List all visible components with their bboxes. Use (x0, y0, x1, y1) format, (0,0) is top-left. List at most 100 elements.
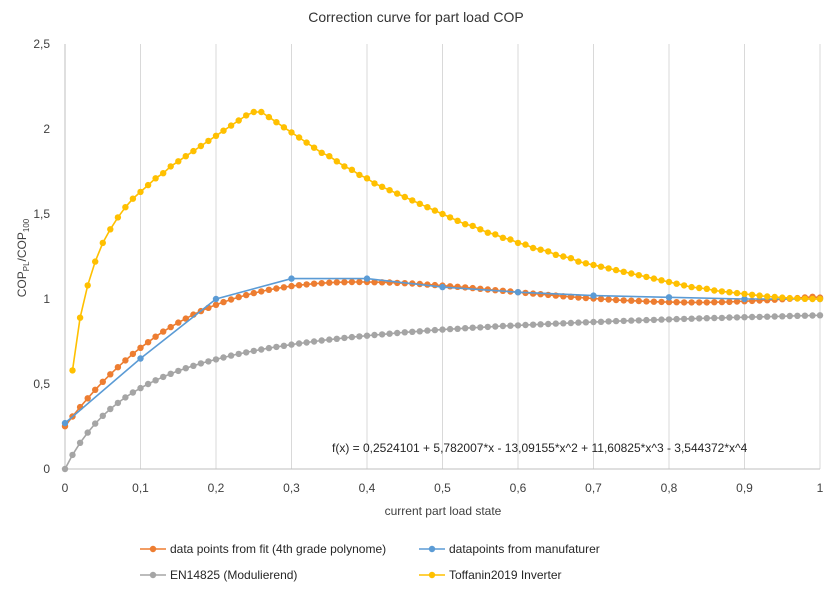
data-point (220, 298, 227, 306)
data-point (356, 171, 363, 179)
data-point (741, 290, 748, 298)
data-point (643, 298, 650, 305)
data-point (363, 175, 371, 182)
data-point (816, 295, 824, 303)
data-point (310, 144, 318, 151)
data-point (378, 183, 386, 190)
data-point (107, 226, 114, 233)
data-point (348, 166, 356, 173)
data-point (529, 244, 537, 252)
data-point (529, 321, 537, 328)
data-point (696, 315, 703, 322)
legend-entry: Toffanin2019 Inverter (419, 568, 562, 582)
data-point (545, 248, 552, 255)
data-point (741, 295, 748, 303)
data-point (258, 288, 265, 295)
data-point (303, 339, 310, 346)
data-point (605, 265, 612, 272)
data-point (76, 314, 84, 321)
x-tick-label: 0,8 (661, 481, 678, 495)
data-point (711, 299, 718, 306)
data-point (212, 132, 220, 139)
data-point (341, 163, 348, 170)
data-point (590, 292, 597, 299)
data-point (152, 333, 159, 340)
data-point (552, 251, 559, 258)
data-point (129, 389, 137, 396)
data-point (84, 395, 91, 402)
data-point (250, 347, 257, 355)
data-point (190, 147, 197, 155)
legend-label: EN14825 (Modulierend) (170, 568, 297, 582)
data-point (612, 317, 620, 325)
data-point (801, 312, 809, 319)
data-point (265, 286, 273, 293)
data-point (582, 319, 590, 326)
data-point (703, 315, 710, 322)
data-point (635, 297, 642, 305)
data-point (582, 260, 590, 267)
data-point (680, 299, 688, 306)
x-tick-label: 0,1 (132, 481, 149, 495)
data-point (182, 153, 189, 160)
series-layer (61, 108, 824, 473)
data-point (567, 319, 575, 327)
data-point (635, 317, 642, 324)
data-point (688, 283, 695, 291)
data-point (545, 320, 552, 328)
data-point (673, 280, 680, 287)
data-point (733, 289, 741, 297)
data-point (628, 270, 635, 277)
data-point (439, 326, 446, 333)
x-tick-label: 0,5 (434, 481, 451, 495)
legend-entry: EN14825 (Modulierend) (140, 568, 297, 582)
data-point (401, 193, 408, 201)
data-point (673, 315, 680, 323)
data-point (250, 108, 257, 116)
data-point (288, 282, 295, 290)
y-tick-label: 2,5 (33, 37, 50, 51)
data-point (84, 282, 91, 289)
y-tick-label: 2 (43, 122, 50, 136)
data-point (484, 323, 491, 331)
data-point (137, 355, 144, 362)
data-point (612, 266, 620, 274)
x-tick-label: 0,3 (283, 481, 300, 495)
data-point (348, 333, 356, 341)
data-point (333, 279, 340, 286)
data-point (69, 451, 76, 459)
data-point (326, 279, 333, 286)
data-point (635, 272, 642, 279)
data-point (484, 229, 491, 236)
data-point (152, 175, 159, 182)
data-point (567, 255, 575, 262)
data-point (99, 378, 107, 385)
data-point (718, 314, 726, 322)
data-point (341, 334, 348, 342)
y-axis-title-mid: /COP (15, 232, 29, 261)
data-point (212, 295, 220, 303)
y-axis-title: COPPL/COP100 (15, 218, 31, 297)
data-point (794, 312, 801, 319)
data-point (295, 134, 303, 141)
data-point (160, 328, 167, 335)
x-axis-title: current part load state (385, 504, 502, 518)
series-toffanin2019-inverter (69, 108, 824, 374)
data-point (575, 294, 582, 301)
data-point (801, 295, 809, 302)
data-point (92, 258, 99, 265)
data-point (273, 285, 280, 292)
data-point (318, 280, 325, 287)
data-point (446, 214, 454, 221)
data-point (137, 384, 144, 392)
data-point (175, 319, 182, 326)
data-point (771, 313, 778, 320)
data-point (129, 350, 137, 358)
data-point (371, 279, 378, 286)
y-tick-labels: 0 0,5 1 1,5 2 2,5 (33, 37, 50, 476)
data-point (356, 333, 363, 340)
data-point (658, 298, 665, 306)
data-point (612, 296, 620, 304)
data-point (99, 239, 107, 247)
data-point (688, 315, 695, 322)
